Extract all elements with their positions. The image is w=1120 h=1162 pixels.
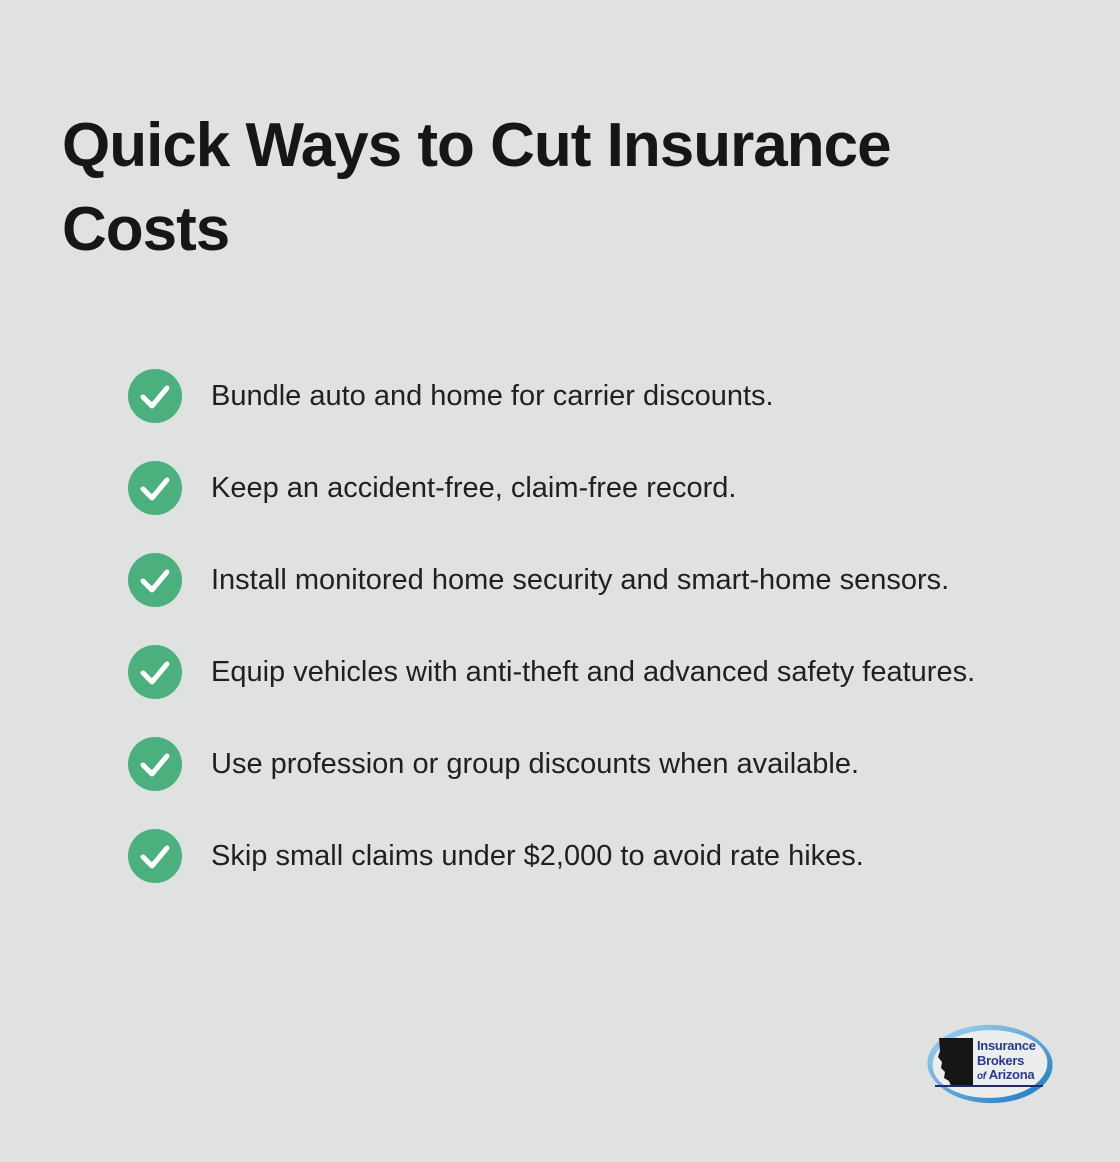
- iba-logo-text: Insurance Brokers of Arizona: [977, 1038, 1036, 1085]
- logo-arizona: Arizona: [988, 1067, 1035, 1082]
- checklist-item: Install monitored home security and smar…: [128, 553, 978, 607]
- page-title: Quick Ways to Cut Insurance Costs: [62, 111, 892, 264]
- checklist-item-text: Equip vehicles with anti-theft and advan…: [211, 656, 976, 688]
- check-icon: [128, 737, 182, 791]
- logo-underline: [935, 1085, 1043, 1087]
- checklist-item: Skip small claims under $2,000 to avoid …: [128, 829, 978, 883]
- check-icon: [128, 461, 182, 515]
- check-icon: [128, 553, 182, 607]
- checklist-item-text: Bundle auto and home for carrier discoun…: [211, 380, 774, 412]
- arizona-state-icon: [938, 1038, 973, 1086]
- checklist-item-text: Keep an accident-free, claim-free record…: [211, 472, 737, 504]
- logo-line-3: of Arizona: [977, 1067, 1036, 1085]
- iba-logo: Insurance Brokers of Arizona: [925, 1022, 1055, 1106]
- checklist: Bundle auto and home for carrier discoun…: [128, 369, 978, 883]
- checklist-item: Bundle auto and home for carrier discoun…: [128, 369, 978, 423]
- logo-of: of: [977, 1071, 986, 1082]
- checklist-item: Equip vehicles with anti-theft and advan…: [128, 645, 978, 699]
- check-icon: [128, 645, 182, 699]
- checklist-item-text: Use profession or group discounts when a…: [211, 748, 860, 780]
- checklist-item: Use profession or group discounts when a…: [128, 737, 978, 791]
- logo-line-1: Insurance: [977, 1038, 1036, 1053]
- check-icon: [128, 369, 182, 423]
- checklist-item-text: Install monitored home security and smar…: [211, 564, 950, 596]
- logo-line-2: Brokers: [977, 1052, 1025, 1068]
- checklist-item: Keep an accident-free, claim-free record…: [128, 461, 978, 515]
- iba-logo-graphic: [927, 1024, 1053, 1104]
- checklist-item-text: Skip small claims under $2,000 to avoid …: [211, 840, 864, 872]
- check-icon: [128, 829, 182, 883]
